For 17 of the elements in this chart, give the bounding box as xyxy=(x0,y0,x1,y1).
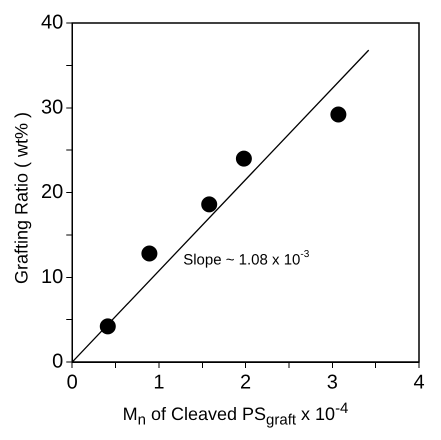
y-tick-label: 40 xyxy=(40,12,64,34)
point xyxy=(201,196,218,212)
y-tick-label: 10 xyxy=(40,266,64,288)
x-tick-label: 4 xyxy=(413,372,425,394)
y-tick-label: 30 xyxy=(40,96,64,118)
x-tick-label: 3 xyxy=(326,372,338,394)
y-axis-title: Grafting Ratio ( wt% ) xyxy=(12,112,32,284)
point xyxy=(100,318,116,334)
y-tick-label: 20 xyxy=(40,181,64,204)
x-tick-label: 2 xyxy=(240,372,252,394)
x-tick-label: 1 xyxy=(153,372,164,394)
y-tick-label: 0 xyxy=(52,350,64,373)
x-axis-title: M$_{n}$ of Cleaved PS$_{graft}$ x 10$^{-4}$ xyxy=(122,400,350,429)
point xyxy=(330,106,346,123)
point xyxy=(236,150,252,167)
point xyxy=(141,246,158,262)
x-tick-label: 0 xyxy=(66,372,78,394)
